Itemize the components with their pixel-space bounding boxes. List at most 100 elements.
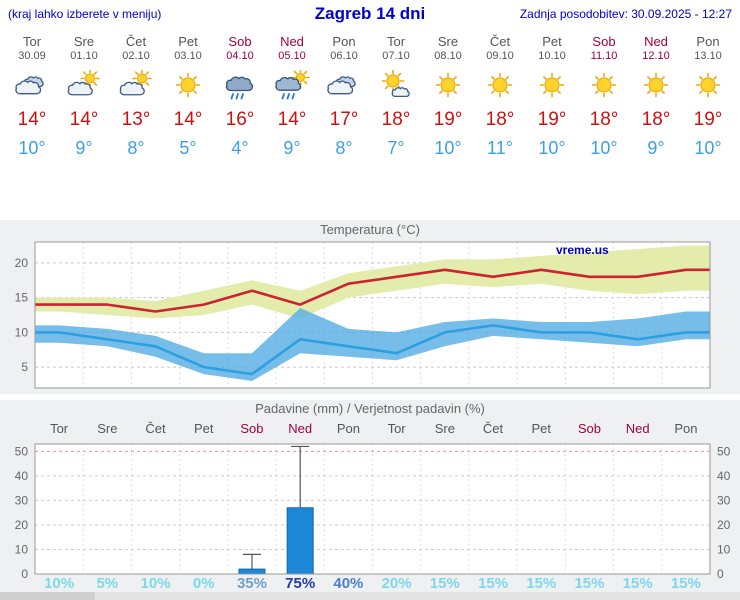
day-max-temp: 19° [433,109,463,130]
day-max-temp: 14° [173,109,203,130]
precip-ytick-left: 40 [15,469,29,483]
day-name: Tor [22,34,42,49]
precip-day-label: Sre [435,421,455,436]
precip-day-label: Ned [288,421,312,436]
temp-ytick: 5 [21,360,28,374]
precip-probability: 15% [526,575,556,592]
weather-icon-sunny [682,63,734,107]
day-date: 03.10 [174,50,202,62]
precip-day-label: Pet [531,421,551,436]
day-column: Sob 11.10 18° 10° [578,30,630,159]
day-max-temp: 13° [121,109,151,130]
day-date: 13.10 [694,50,722,62]
temperature-chart: Temperatura (°C) 5 10 15 20 vreme.us [0,220,740,394]
day-column: Čet 09.10 18° 11° [474,30,526,159]
weather-icon-rainsun [266,63,318,107]
day-min-temp: 9° [647,138,665,158]
weather-icon-partly [110,63,162,107]
day-name: Tor [386,34,406,49]
day-name: Pon [696,34,720,49]
forecast-day-table: Tor 30.09 14° 10° Sre 01.10 14° 9° Čet 02.10 13° 8°… [6,30,734,159]
day-min-temp: 10° [18,138,46,158]
precip-ytick-left: 10 [15,542,29,556]
precip-ytick-left: 50 [15,444,29,458]
footer-strip [0,592,740,600]
precip-day-label: Čet [483,421,504,436]
precip-probability: 15% [478,575,508,592]
day-date: 07.10 [382,50,410,62]
temp-chart-title: Temperatura (°C) [320,222,420,237]
day-min-temp: 9° [283,138,301,158]
precip-ytick-right: 0 [717,567,724,581]
precip-probability: 40% [333,575,363,592]
precip-day-label: Sob [240,421,263,436]
day-name: Pon [332,34,356,49]
day-date: 01.10 [70,50,98,62]
footer-strip-segment [0,592,95,600]
day-max-temp: 17° [329,109,359,130]
precip-ytick-left: 20 [15,518,29,532]
precip-day-label: Pon [674,421,697,436]
precip-probability: 5% [96,575,118,592]
day-column: Ned 05.10 14° 9° [266,30,318,159]
day-name: Ned [280,34,304,49]
temp-ytick: 10 [15,325,29,339]
day-min-temp: 4° [231,138,249,158]
day-max-temp: 19° [537,109,567,130]
day-max-temp: 16° [225,109,255,130]
day-min-temp: 7° [387,138,405,158]
day-date: 10.10 [538,50,566,62]
precip-probability: 0% [193,575,215,592]
precip-ytick-right: 40 [717,469,731,483]
precip-probability: 75% [285,575,315,592]
precip-bar [238,568,266,575]
precip-ytick-right: 10 [717,542,731,556]
precip-probability: 10% [141,575,171,592]
day-name: Pet [178,34,198,49]
day-date: 05.10 [278,50,306,62]
precip-day-label: Čet [145,421,166,436]
day-name: Čet [125,34,147,49]
weather-icon-cloudy [318,63,370,107]
tmin-band [35,308,710,381]
temp-ytick: 15 [15,291,29,305]
last-update: Zadnja posodobitev: 30.09.2025 - 12:27 [519,7,732,21]
menu-hint: (kraj lahko izberete v meniju) [8,7,162,21]
day-date: 12.10 [642,50,670,62]
day-name: Sob [228,34,252,49]
tmin-line [35,324,710,376]
day-min-temp: 10° [590,138,618,158]
day-date: 30.09 [18,50,46,62]
day-date: 08.10 [434,50,462,62]
weather-icon-sunny [630,63,682,107]
precip-day-label: Sob [578,421,601,436]
precip-probability: 15% [574,575,604,592]
precip-day-label: Pet [194,421,214,436]
day-column: Pet 03.10 14° 5° [162,30,214,159]
day-date: 02.10 [122,50,150,62]
weather-icon-rain [214,63,266,107]
day-column: Pon 13.10 19° 10° [682,30,734,159]
day-column: Tor 30.09 14° 10° [6,30,58,159]
day-min-temp: 5° [179,138,197,158]
weather-icon-sunny [526,63,578,107]
weather-icon-mostlysunny [370,63,422,107]
day-max-temp: 18° [485,109,515,130]
day-max-temp: 14° [17,109,47,130]
precipitation-chart: Padavine (mm) / Verjetnost padavin (%) To… [0,400,740,592]
precip-probability: 10% [44,575,74,592]
day-min-temp: 8° [335,138,353,158]
precip-day-label: Sre [97,421,117,436]
precip-probability: 35% [237,575,267,592]
day-date: 11.10 [590,50,618,62]
day-name: Pet [542,34,562,49]
day-name: Čet [489,34,511,49]
day-min-temp: 9° [75,138,93,158]
weather-icon-sunny [162,63,214,107]
day-max-temp: 19° [693,109,723,130]
weather-icon-cloudy [6,63,58,107]
precip-probability: 15% [671,575,701,592]
precip-day-label: Tor [388,421,407,436]
precip-grid [35,444,710,574]
weather-icon-sunny [422,63,474,107]
